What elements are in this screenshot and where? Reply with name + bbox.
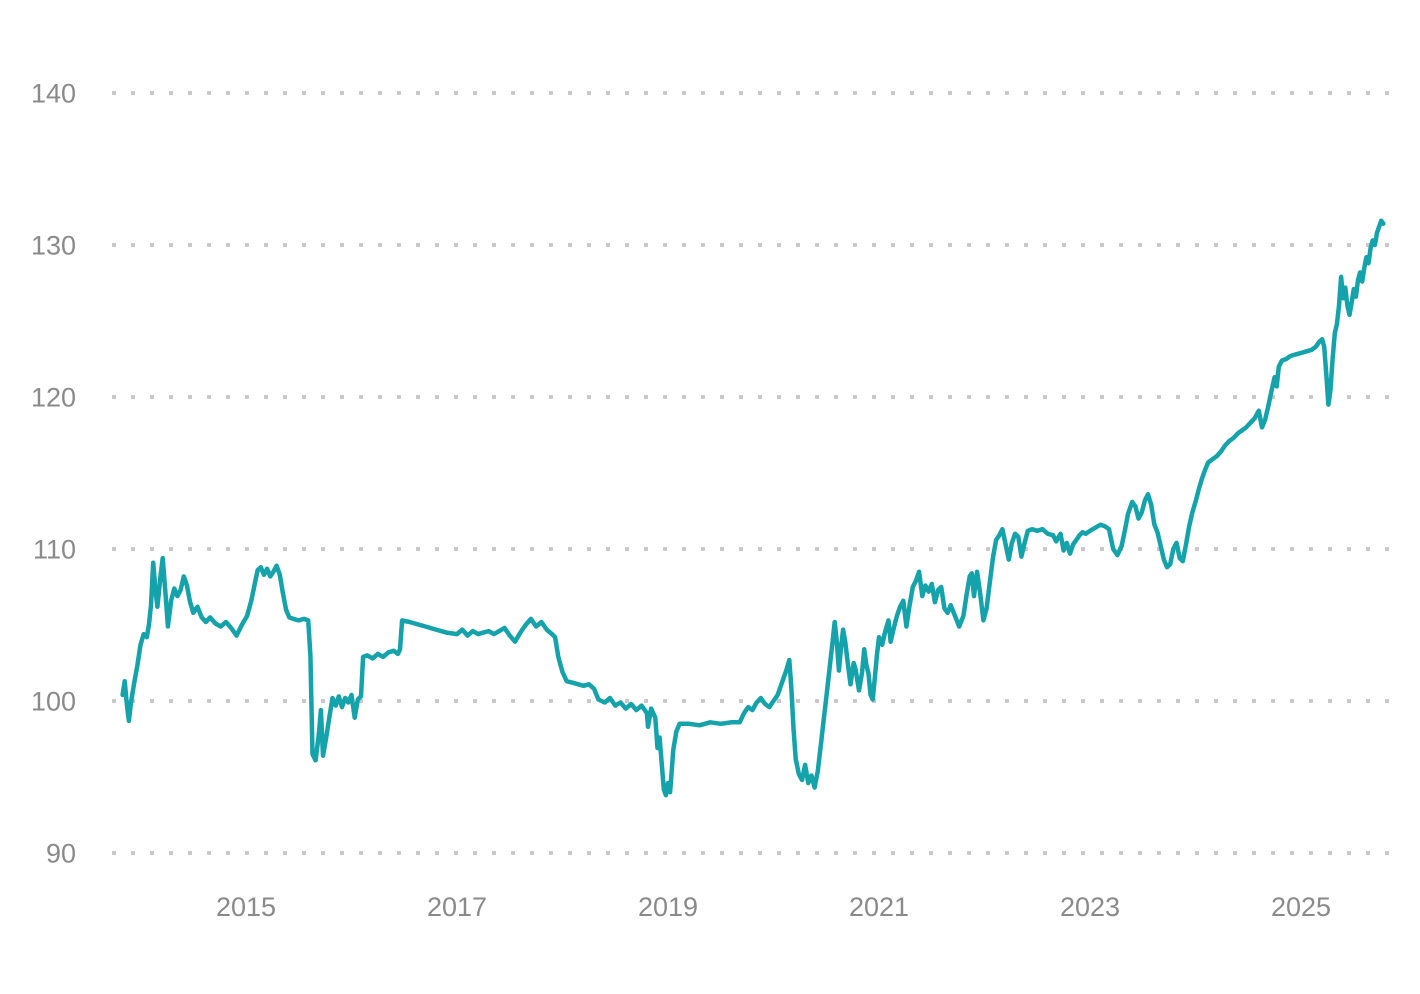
price-line: [120, 218, 1386, 798]
x-axis-labels: 2015 2017 2019 2021 2023 2025: [216, 892, 1331, 922]
y-axis-label: 120: [31, 383, 76, 413]
x-axis-label: 2015: [216, 892, 276, 922]
x-axis-label: 2025: [1271, 892, 1331, 922]
y-axis-label: 130: [31, 231, 76, 261]
x-axis-label: 2017: [427, 892, 487, 922]
y-axis-label: 100: [31, 687, 76, 717]
y-axis-label: 140: [31, 79, 76, 109]
x-axis-label: 2019: [638, 892, 698, 922]
y-axis-labels: 90 100 110 120 130 140: [31, 79, 76, 869]
series-layer: [120, 218, 1386, 798]
x-axis-label: 2023: [1060, 892, 1120, 922]
x-axis-label: 2021: [849, 892, 909, 922]
y-axis-label: 110: [33, 535, 76, 565]
y-axis-label: 90: [46, 839, 76, 869]
